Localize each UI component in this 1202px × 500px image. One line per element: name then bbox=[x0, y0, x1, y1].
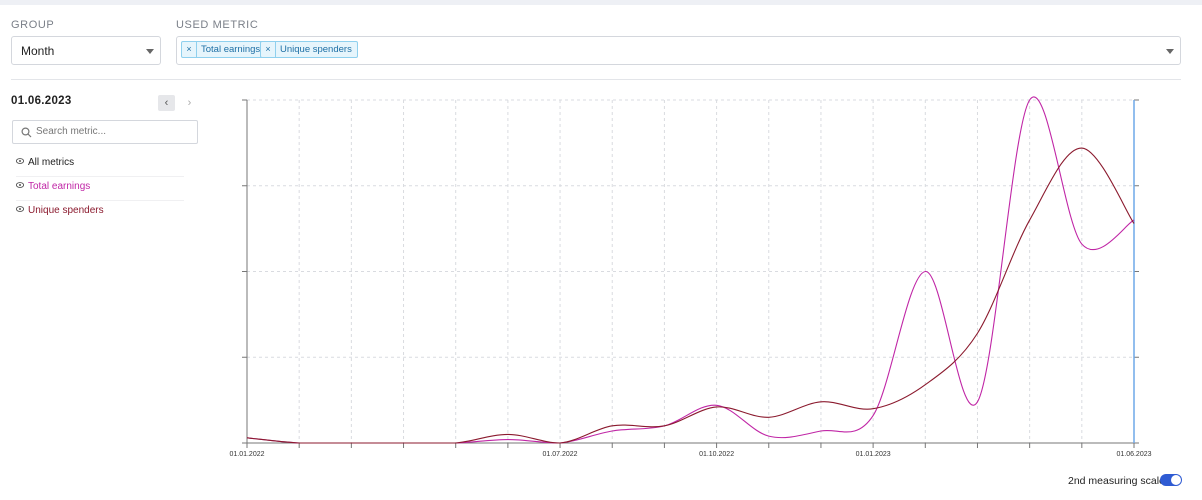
remove-icon[interactable]: × bbox=[261, 42, 276, 57]
metric-chip-label: Total earnings bbox=[201, 44, 261, 55]
series-line-total-earnings bbox=[246, 96, 1135, 444]
metric-item-label: Unique spenders bbox=[28, 205, 104, 216]
eye-icon[interactable] bbox=[16, 205, 24, 213]
metric-item-all[interactable]: All metrics bbox=[16, 154, 184, 177]
metric-chip[interactable]: × Unique spenders bbox=[260, 41, 358, 58]
metric-item-total-earnings[interactable]: Total earnings bbox=[16, 178, 184, 201]
divider bbox=[11, 79, 1181, 80]
scale-toggle-label: 2nd measuring scale bbox=[1068, 475, 1165, 487]
x-tick-label: 01.10.2022 bbox=[699, 451, 734, 458]
metric-item-unique-spenders[interactable]: Unique spenders bbox=[16, 202, 184, 224]
search-placeholder: Search metric... bbox=[36, 126, 107, 137]
metric-label: USED METRIC bbox=[176, 19, 259, 31]
scale-toggle[interactable] bbox=[1160, 474, 1182, 486]
current-date: 01.06.2023 bbox=[11, 95, 72, 107]
chevron-right-icon[interactable]: › bbox=[187, 97, 192, 109]
search-icon bbox=[21, 127, 32, 138]
search-input[interactable]: Search metric... bbox=[12, 120, 198, 144]
eye-icon[interactable] bbox=[16, 157, 24, 165]
group-select-value: Month bbox=[21, 44, 55, 58]
x-tick-label: 01.07.2022 bbox=[543, 451, 578, 458]
chevron-left-icon[interactable]: ‹ bbox=[158, 95, 175, 111]
chevron-down-icon bbox=[146, 49, 154, 54]
group-label: GROUP bbox=[11, 19, 55, 31]
eye-icon[interactable] bbox=[16, 181, 24, 189]
x-tick-label: 01.01.2022 bbox=[229, 451, 264, 458]
series-line-unique-spenders bbox=[246, 147, 1135, 444]
metric-multiselect[interactable]: × Total earnings × Unique spenders bbox=[176, 36, 1181, 65]
metric-chip-label: Unique spenders bbox=[280, 44, 352, 55]
x-tick-label: 01.01.2023 bbox=[856, 451, 891, 458]
metric-item-label: All metrics bbox=[28, 157, 75, 168]
top-strip bbox=[0, 0, 1202, 5]
group-select[interactable]: Month bbox=[11, 36, 161, 65]
toggle-knob bbox=[1171, 475, 1181, 485]
metric-item-label: Total earnings bbox=[28, 181, 91, 192]
remove-icon[interactable]: × bbox=[182, 42, 197, 57]
x-tick-label: 01.06.2023 bbox=[1116, 451, 1151, 458]
chevron-down-icon[interactable] bbox=[1166, 49, 1174, 54]
